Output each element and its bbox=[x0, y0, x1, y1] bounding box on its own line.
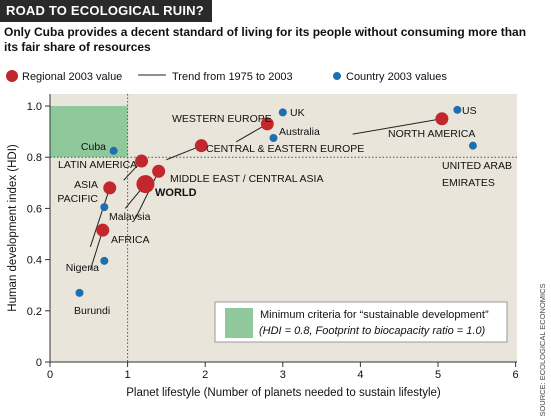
regional-marker bbox=[96, 223, 110, 237]
country-label: Nigeria bbox=[66, 262, 99, 274]
x-tick-label: 2 bbox=[202, 369, 208, 381]
regional-marker bbox=[435, 112, 449, 126]
x-tick-label: 0 bbox=[47, 369, 53, 381]
legend-regional-marker bbox=[6, 70, 18, 82]
regional-marker bbox=[194, 139, 208, 153]
country-marker bbox=[269, 134, 278, 142]
y-tick-label: 0.2 bbox=[27, 306, 42, 318]
source-note: SOURCE: ECOLOGICAL ECONOMICS bbox=[538, 283, 547, 416]
country-label: UK bbox=[290, 107, 305, 119]
criteria-line2: (HDI = 0.8, Footprint to biocapacity rat… bbox=[259, 325, 486, 337]
x-tick-label: 5 bbox=[435, 369, 441, 381]
country-label: Burundi bbox=[74, 305, 110, 317]
regional-label: NORTH AMERICA bbox=[388, 128, 475, 140]
x-tick-label: 4 bbox=[357, 369, 363, 381]
country-label: Malaysia bbox=[109, 211, 151, 223]
x-tick-label: 6 bbox=[513, 369, 519, 381]
country-label: EMIRATES bbox=[442, 177, 495, 189]
regional-marker bbox=[103, 181, 117, 195]
regional-marker bbox=[260, 117, 274, 131]
x-tick-label: 3 bbox=[280, 369, 286, 381]
regional-label: PACIFIC bbox=[57, 193, 98, 205]
country-label: Cuba bbox=[81, 141, 106, 153]
country-marker bbox=[453, 105, 462, 114]
criteria-box bbox=[214, 301, 508, 343]
country-label: US bbox=[462, 105, 477, 117]
regional-marker bbox=[135, 154, 149, 168]
regional-label: WORLD bbox=[155, 187, 197, 199]
country-marker bbox=[109, 146, 118, 155]
regional-label: ASIA bbox=[74, 179, 98, 191]
x-axis-title: Planet lifestyle (Number of planets need… bbox=[126, 387, 441, 399]
regional-marker bbox=[152, 164, 166, 178]
chart-title: ROAD TO ECOLOGICAL RUIN? bbox=[0, 0, 212, 22]
country-marker bbox=[100, 256, 109, 265]
chart-subtitle: Only Cuba provides a decent standard of … bbox=[4, 25, 527, 54]
trend-line bbox=[352, 118, 442, 135]
country-marker bbox=[278, 108, 287, 117]
regional-label: WESTERN EUROPE bbox=[172, 113, 272, 125]
country-marker bbox=[75, 288, 84, 297]
criteria-line1: Minimum criteria for “sustainable develo… bbox=[260, 309, 489, 321]
country-marker bbox=[468, 141, 477, 150]
regional-label: AFRICA bbox=[111, 234, 150, 246]
criteria-swatch bbox=[225, 308, 253, 338]
y-tick-label: 0.8 bbox=[27, 152, 42, 164]
legend-country-marker bbox=[333, 72, 341, 80]
regional-label: MIDDLE EAST / CENTRAL ASIA bbox=[170, 173, 323, 185]
country-label: UNITED ARAB bbox=[442, 160, 512, 172]
y-axis-title: Human development index (HDI) bbox=[7, 144, 19, 312]
regional-label: CENTRAL & EASTERN EUROPE bbox=[206, 143, 364, 155]
legend-country-label: Country 2003 values bbox=[346, 71, 447, 83]
regional-label: LATIN AMERICA bbox=[58, 159, 137, 171]
country-marker bbox=[100, 203, 109, 212]
legend-trend-label: Trend from 1975 to 2003 bbox=[172, 71, 293, 83]
trend-line bbox=[134, 171, 160, 219]
y-tick-label: 0.6 bbox=[27, 203, 42, 215]
y-tick-label: 0.4 bbox=[27, 255, 42, 267]
y-tick-label: 0 bbox=[36, 357, 42, 369]
trend-line bbox=[89, 230, 104, 270]
x-tick-label: 1 bbox=[125, 369, 131, 381]
country-label: Australia bbox=[279, 126, 320, 138]
y-tick-label: 1.0 bbox=[27, 101, 42, 113]
legend-regional-label: Regional 2003 value bbox=[22, 71, 122, 83]
trend-line bbox=[89, 187, 111, 247]
regional-marker bbox=[136, 175, 155, 194]
